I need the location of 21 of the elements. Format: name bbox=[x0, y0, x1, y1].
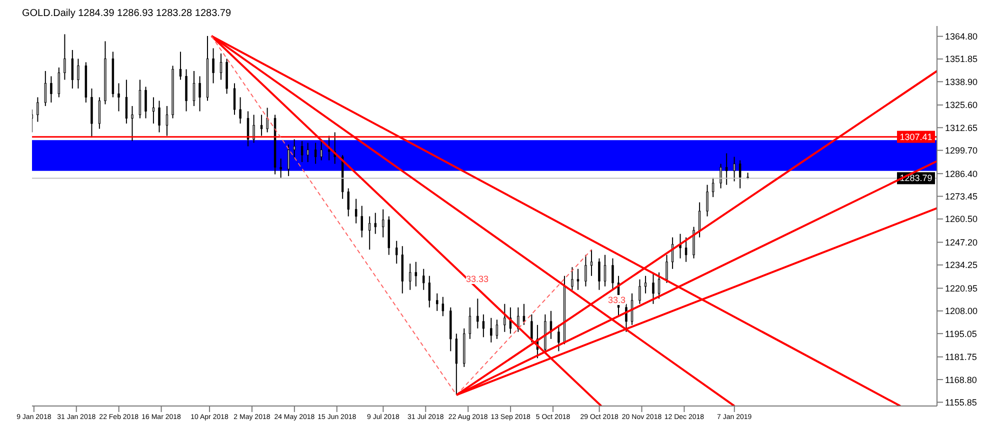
y-tick-label: 1195.05 bbox=[945, 328, 977, 339]
y-tick-label: 1247.20 bbox=[945, 237, 978, 248]
y-tick-label: 1273.45 bbox=[945, 191, 978, 202]
y-tick-label: 1168.80 bbox=[945, 374, 977, 385]
y-tick-label: 1220.95 bbox=[945, 283, 978, 294]
chart-title: GOLD.Daily 1284.39 1286.93 1283.28 1283.79 bbox=[21, 8, 232, 21]
y-tick-label: 1260.50 bbox=[945, 214, 978, 224]
y-tick-label: 1286.40 bbox=[945, 168, 978, 179]
ref-line-label: 1307.41 bbox=[900, 132, 932, 142]
y-tick-label: 1364.80 bbox=[945, 32, 978, 42]
y-tick-label: 1312.65 bbox=[945, 122, 978, 133]
y-tick-label: 1208.00 bbox=[945, 306, 978, 316]
annotation: 33.3 bbox=[608, 295, 626, 305]
y-tick-label: 1234.25 bbox=[945, 260, 978, 270]
y-tick-label: 1338.90 bbox=[945, 76, 978, 87]
annotation: 33.33 bbox=[466, 274, 489, 284]
y-tick-label: 1155.85 bbox=[945, 397, 977, 408]
y-tick-label: 1181.75 bbox=[945, 352, 977, 362]
y-tick-label: 1299.70 bbox=[945, 146, 978, 156]
y-tick-label: 1351.85 bbox=[945, 54, 978, 64]
y-tick-label: 1325.60 bbox=[945, 100, 978, 110]
